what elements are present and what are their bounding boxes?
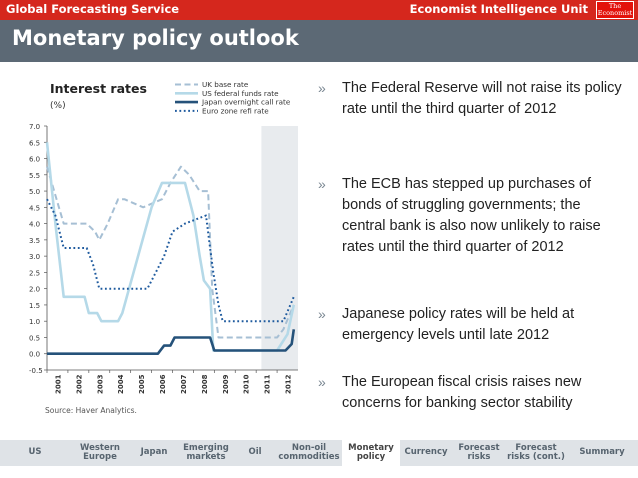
nav-tab-us[interactable]: US [28,447,42,458]
x-tick-label: 2001 [54,374,62,394]
y-tick-label: 0.0 [29,351,40,359]
x-tick-label: 2009 [222,374,230,394]
nav-tab-emerging-markets[interactable]: Emerging markets [183,442,229,462]
y-tick-label: 4.5 [29,204,40,212]
x-tick-label: 2010 [243,374,251,394]
bullet-point: » The European fiscal crisis raises new c… [318,372,628,414]
y-tick-label: 2.0 [29,286,40,294]
y-tick-label: 3.0 [29,253,40,261]
y-tick-label: -0.5 [29,367,43,375]
bullet-text: The Federal Reserve will not raise its p… [342,80,622,117]
nav-tab-non-oil-commodities[interactable]: Non-oil commodities [278,442,340,462]
y-tick-label: 7.0 [29,123,40,131]
y-tick-label: 1.0 [29,318,40,326]
y-tick-label: 6.5 [29,139,40,147]
legend-label: Japan overnight call rate [201,98,291,107]
bullet-text: Japanese policy rates will be held at em… [342,306,575,343]
nav-tab-japan[interactable]: Japan [140,447,168,458]
bullet-point: » The Federal Reserve will not raise its … [318,78,628,120]
bullet-text: The ECB has stepped up purchases of bond… [342,176,601,255]
nav-tab-forecast-risks[interactable]: Forecast risks [458,442,500,462]
legend-label: UK base rate [202,80,249,89]
economist-logo: The Economist [596,1,634,19]
x-tick-label: 2012 [285,374,293,394]
chart-source: Source: Haver Analytics. [45,406,137,415]
brand-name: Economist Intelligence Unit [409,2,588,16]
x-tick-label: 2003 [96,374,104,394]
page-title: Monetary policy outlook [12,26,299,50]
y-tick-label: 6.0 [29,156,40,164]
x-tick-label: 2005 [138,374,146,394]
series-line-uk-base-rate [46,165,295,339]
forecast-shade [261,126,298,370]
x-tick-label: 2002 [75,374,83,394]
nav-tab-forecast-risks-cont[interactable]: Forecast risks (cont.) [507,442,565,462]
x-tick-label: 2007 [180,374,188,394]
x-tick-label: 2011 [264,374,272,394]
bullet-marker: » [318,176,326,192]
bullet-marker: » [318,374,326,390]
nav-tab-currency[interactable]: Currency [404,447,448,458]
x-tick-label: 2008 [201,374,209,394]
bullet-marker: » [318,306,326,322]
y-tick-label: 4.0 [29,221,40,229]
interest-rates-chart: Interest rates (%) 7.0 6.5 6.0 5.5 5.0 4.5 4.0 3.… [29,80,298,415]
y-tick-label: 2.5 [29,269,40,277]
legend-label: US federal funds rate [202,89,279,98]
series-line-us-federal-funds-rate [45,142,296,352]
legend-label: Euro zone refi rate [202,106,269,115]
bottom-nav-bar: US Western Europe Japan Emerging markets Oil… [0,440,638,466]
y-tick-label: 1.5 [29,302,40,310]
service-name: Global Forecasting Service [6,2,180,16]
bullet-text: The European fiscal crisis raises new co… [342,374,582,411]
x-tick-label: 2004 [117,374,125,394]
chart-subtitle: (%) [50,101,66,111]
bullet-marker: » [318,80,326,96]
x-tick-label: 2006 [159,374,167,394]
nav-tab-monetary-policy[interactable]: Monetary policy [342,440,400,466]
bullet-point: » Japanese policy rates will be held at e… [318,304,628,346]
y-tick-label: 5.0 [29,188,40,196]
y-tick-label: 5.5 [29,172,40,180]
bullet-point: » The ECB has stepped up purchases of bon… [318,174,628,258]
nav-tab-summary[interactable]: Summary [579,447,625,458]
nav-tab-oil[interactable]: Oil [248,447,262,458]
series-line-euro-zone-refi-rate [46,198,295,323]
chart-title: Interest rates [50,81,147,96]
nav-tab-western-europe[interactable]: Western Europe [80,442,120,462]
series-line-japan-overnight-call-rate [47,329,296,356]
top-header-bar: Global Forecasting Service Economist Int… [0,0,638,20]
y-tick-label: 3.5 [29,237,40,245]
y-tick-label: 0.5 [29,334,40,342]
title-bar: Monetary policy outlook [0,20,638,62]
